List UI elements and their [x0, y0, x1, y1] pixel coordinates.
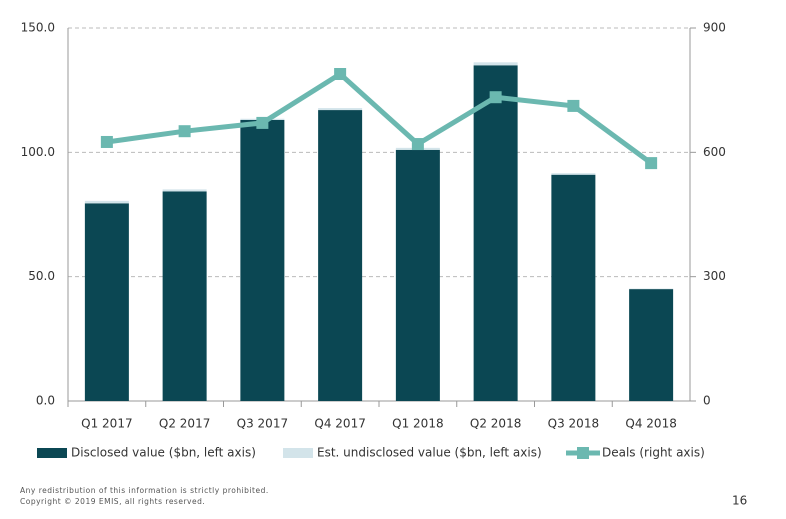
y2-tick-label: 0 — [703, 394, 711, 408]
y-tick-label: 150.0 — [21, 21, 55, 35]
x-tick-label: Q2 2018 — [470, 417, 521, 431]
y-tick-label: 50.0 — [28, 269, 55, 283]
x-tick-label: Q1 2017 — [81, 417, 132, 431]
y-tick-label: 100.0 — [21, 145, 55, 159]
bar — [162, 191, 207, 401]
bar — [473, 62, 518, 66]
legend-label: Est. undisclosed value ($bn, left axis) — [317, 446, 542, 460]
legend-label: Disclosed value ($bn, left axis) — [71, 446, 256, 460]
y2-tick-label: 300 — [703, 269, 726, 283]
y-tick-label: 0.0 — [36, 394, 55, 408]
marker — [178, 125, 191, 138]
footer-notice: Any redistribution of this information i… — [20, 486, 269, 495]
bar — [395, 149, 440, 401]
bar — [473, 65, 518, 402]
bar — [318, 108, 363, 111]
marker — [256, 116, 269, 129]
marker — [645, 157, 658, 170]
x-tick-label: Q2 2017 — [159, 417, 210, 431]
y2-tick-label: 900 — [703, 21, 726, 35]
marker — [100, 135, 113, 148]
x-tick-label: Q4 2017 — [314, 417, 365, 431]
bar — [551, 173, 596, 175]
y2-tick-label: 600 — [703, 145, 726, 159]
marker — [411, 138, 424, 151]
bar — [84, 203, 129, 401]
marker — [567, 99, 580, 112]
footer-copyright: Copyright © 2019 EMIS, all rights reserv… — [20, 497, 205, 506]
bar — [162, 189, 207, 192]
legend-swatch — [283, 448, 313, 458]
page-number: 16 — [732, 494, 747, 508]
marker — [334, 68, 347, 81]
x-tick-label: Q4 2018 — [625, 417, 676, 431]
bar — [318, 110, 363, 401]
legend-swatch — [37, 448, 67, 458]
bar — [629, 289, 674, 401]
x-tick-label: Q3 2017 — [237, 417, 288, 431]
bar — [240, 120, 285, 402]
legend-swatch — [577, 447, 589, 459]
x-tick-label: Q1 2018 — [392, 417, 443, 431]
x-tick-label: Q3 2018 — [548, 417, 599, 431]
bar — [551, 174, 596, 401]
bar — [84, 200, 129, 204]
marker — [489, 91, 502, 104]
line — [106, 70, 653, 166]
legend-label: Deals (right axis) — [602, 446, 705, 460]
